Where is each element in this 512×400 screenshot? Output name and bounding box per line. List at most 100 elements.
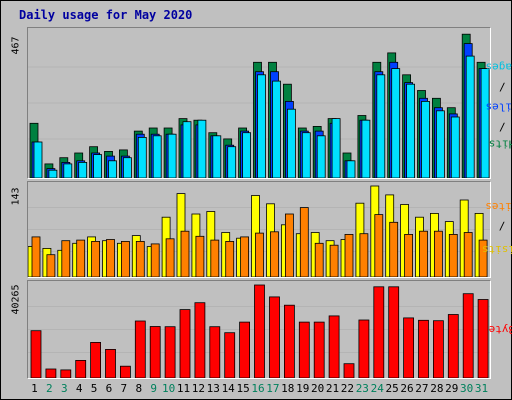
kbytes-bar-22 (343, 363, 355, 378)
x-tick-label: 4 (75, 382, 83, 395)
sites-bar-28 (433, 230, 443, 277)
x-tick-label: 30 (460, 382, 474, 395)
x-tick-label: 12 (191, 382, 205, 395)
sites-bar-10 (165, 238, 175, 277)
pages-bar-9 (152, 135, 162, 178)
sites-bar-31 (478, 239, 488, 277)
sites-bar-23 (359, 233, 369, 277)
pages-bar-13 (212, 135, 222, 178)
sites-bar-11 (180, 230, 190, 277)
x-tick-label: 9 (150, 382, 157, 395)
visits-sites-panel (27, 181, 491, 278)
sites-bar-20 (314, 242, 324, 277)
x-tick-label: 17 (266, 382, 280, 395)
x-axis-day-labels: 1 2 3 4 5 6 7 8 9 10 11 12 13 14 15 16 17 18 19 20 21 22 23 24 2… (27, 382, 491, 396)
x-tick-label: 24 (370, 382, 384, 395)
sites-bar-5 (91, 241, 100, 277)
pages-bar-17 (272, 80, 281, 178)
sites-bar-25 (389, 221, 399, 277)
pages-bar-19 (301, 132, 311, 178)
kbytes-panel (27, 280, 491, 379)
x-tick-label: 11 (176, 382, 191, 395)
kbytes-bar-4 (75, 360, 87, 378)
pages-bar-12 (197, 119, 207, 178)
kbytes-bar-21 (328, 315, 340, 378)
kbytes-bar-1 (30, 330, 42, 378)
pages-bar-23 (361, 119, 371, 178)
kbytes-bar-30 (462, 293, 474, 378)
sites-bar-18 (284, 213, 294, 277)
sites-bar-30 (463, 232, 473, 277)
pages-bar-30 (465, 55, 475, 178)
kbytes-bar-15 (239, 321, 251, 378)
x-tick-label: 22 (340, 382, 355, 395)
kbytes-bar-5 (90, 342, 101, 378)
kbytes-bar-26 (403, 317, 415, 378)
pages-bar-14 (227, 146, 237, 178)
pages-bar-21 (331, 118, 341, 178)
kbytes-bar-23 (358, 319, 370, 378)
kbytes-bar-11 (179, 309, 191, 378)
pages-bar-31 (480, 68, 490, 178)
sites-bar-17 (270, 231, 279, 277)
sites-bar-14 (225, 241, 235, 277)
kbytes-bar-2 (45, 368, 57, 378)
legend-sites: Sites (485, 199, 512, 213)
bottom-legend: KBytes (482, 280, 512, 379)
pages-bar-29 (450, 116, 460, 178)
x-tick-label: 29 (445, 382, 459, 395)
pages-bar-15 (242, 132, 252, 178)
x-tick-label: 25 (385, 382, 399, 395)
kbytes-bar-25 (388, 286, 400, 378)
sites-bar-22 (344, 234, 354, 277)
chart-title: Daily usage for May 2020 (19, 8, 193, 22)
kbytes-bar-31 (477, 299, 489, 378)
sites-bar-19 (299, 207, 309, 277)
middle-ymax-label: 143 (10, 186, 22, 206)
sites-bar-16 (255, 232, 264, 277)
pages-bar-26 (406, 83, 416, 178)
sites-bar-3 (61, 240, 71, 277)
pages-bar-6 (108, 160, 117, 178)
kbytes-bar-3 (60, 369, 72, 378)
x-tick-label: 21 (325, 382, 340, 395)
sites-bar-2 (46, 254, 56, 277)
x-tick-label: 18 (281, 382, 295, 395)
legend-visits: Visits (482, 242, 512, 256)
sites-bar-21 (329, 244, 339, 277)
pages-bar-20 (316, 135, 326, 178)
top-legend: Pages / Files / Hits (485, 27, 512, 179)
sites-bar-26 (404, 234, 414, 277)
kbytes-bar-18 (283, 304, 295, 378)
x-tick-label: 31 (474, 382, 489, 395)
x-tick-label: 13 (206, 382, 220, 395)
sites-bar-13 (210, 239, 220, 277)
sites-bar-7 (121, 241, 130, 277)
pages-bar-1 (33, 141, 43, 178)
kbytes-bar-13 (209, 326, 221, 378)
x-tick-label: 16 (251, 382, 265, 395)
x-tick-label: 27 (415, 382, 429, 395)
x-tick-label: 1 (31, 382, 38, 395)
pages-bar-7 (123, 157, 132, 178)
kbytes-bar-14 (224, 332, 236, 378)
x-tick-label: 10 (161, 382, 176, 395)
legend-files: Files (485, 99, 512, 113)
pages-bar-10 (167, 133, 177, 178)
x-tick-label: 5 (90, 382, 98, 395)
x-tick-label: 26 (400, 382, 414, 395)
pages-bar-5 (93, 154, 102, 178)
legend-pages: Pages (485, 60, 512, 74)
kbytes-bar-27 (418, 319, 429, 378)
sites-bar-29 (448, 234, 458, 277)
x-tick-label: 14 (221, 382, 235, 395)
kbytes-bar-28 (432, 320, 444, 378)
kbytes-bar-16 (254, 284, 265, 378)
pages-bar-16 (257, 74, 266, 178)
x-tick-label: 3 (60, 382, 68, 395)
pages-bar-3 (63, 163, 73, 178)
pages-bar-22 (346, 160, 356, 178)
sites-bar-15 (240, 236, 250, 277)
middle-legend: Sites / Visits (482, 181, 512, 278)
